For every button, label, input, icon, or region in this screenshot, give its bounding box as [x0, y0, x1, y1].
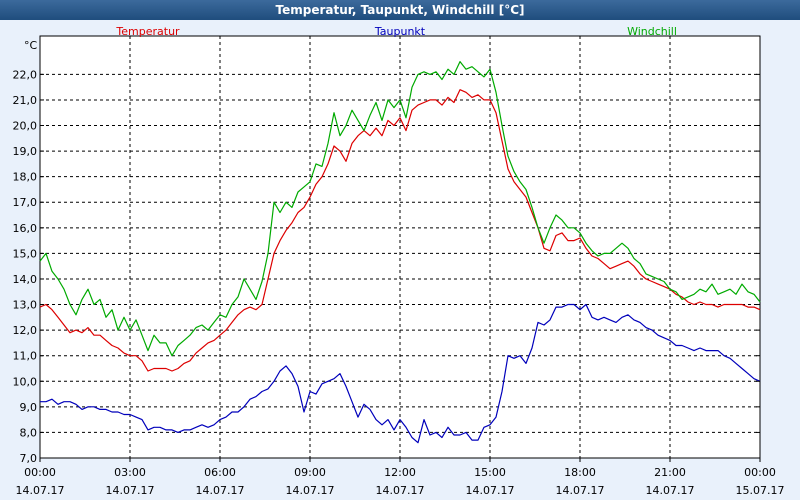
- legend-windchill: Windchill: [627, 25, 677, 38]
- x-tick-date: 14.07.17: [286, 484, 335, 497]
- legend: Temperatur Taupunkt Windchill: [115, 25, 677, 38]
- x-tick-date: 14.07.17: [106, 484, 155, 497]
- x-tick-date: 15.07.17: [736, 484, 785, 497]
- y-tick-label: 19,0: [13, 145, 38, 158]
- series-line-taupunkt: [40, 303, 761, 444]
- x-tick-time: 15:00: [474, 466, 506, 479]
- x-tick-date: 14.07.17: [556, 484, 605, 497]
- y-tick-label: 21,0: [13, 94, 38, 107]
- y-tick-label: 10,0: [13, 375, 38, 388]
- y-tick-label: 15,0: [13, 247, 38, 260]
- x-tick-date: 14.07.17: [376, 484, 425, 497]
- series-line-windchill: [39, 60, 761, 357]
- x-tick-date: 14.07.17: [466, 484, 515, 497]
- grid: [40, 36, 760, 458]
- x-tick-time: 18:00: [564, 466, 596, 479]
- series-line-temperatur: [39, 89, 761, 372]
- y-tick-label: 14,0: [13, 273, 38, 286]
- y-tick-label: 20,0: [13, 120, 38, 133]
- x-tick-time: 03:00: [114, 466, 146, 479]
- y-axis-label: °C: [24, 39, 38, 52]
- legend-taupunkt: Taupunkt: [374, 25, 426, 38]
- x-tick-time: 12:00: [384, 466, 416, 479]
- y-tick-label: 13,0: [13, 299, 38, 312]
- y-tick-label: 22,0: [13, 68, 38, 81]
- y-tick-label: 11,0: [13, 350, 38, 363]
- y-tick-label: 12,0: [13, 324, 38, 337]
- x-tick-time: 21:00: [654, 466, 686, 479]
- axes: 7,0 8,0 9,0 10,0 11,0 12,0 13,0 14,0 15,0 16,0 17,…: [13, 39, 785, 497]
- y-tick-label: 9,0: [20, 401, 38, 414]
- chart-title: Temperatur, Taupunkt, Windchill [°C]: [0, 0, 800, 20]
- x-tick-date: 14.07.17: [196, 484, 245, 497]
- y-tick-label: 7,0: [20, 452, 38, 465]
- series-group: [39, 60, 761, 444]
- x-tick-time: 00:00: [744, 466, 776, 479]
- x-tick-date: 14.07.17: [646, 484, 695, 497]
- x-tick-time: 09:00: [294, 466, 326, 479]
- x-tick-time: 00:00: [24, 466, 56, 479]
- x-tick-time: 06:00: [204, 466, 236, 479]
- y-tick-label: 8,0: [20, 426, 38, 439]
- y-tick-label: 17,0: [13, 196, 38, 209]
- legend-temperatur: Temperatur: [115, 25, 180, 38]
- y-tick-label: 16,0: [13, 222, 38, 235]
- x-tick-date: 14.07.17: [16, 484, 65, 497]
- y-tick-label: 18,0: [13, 171, 38, 184]
